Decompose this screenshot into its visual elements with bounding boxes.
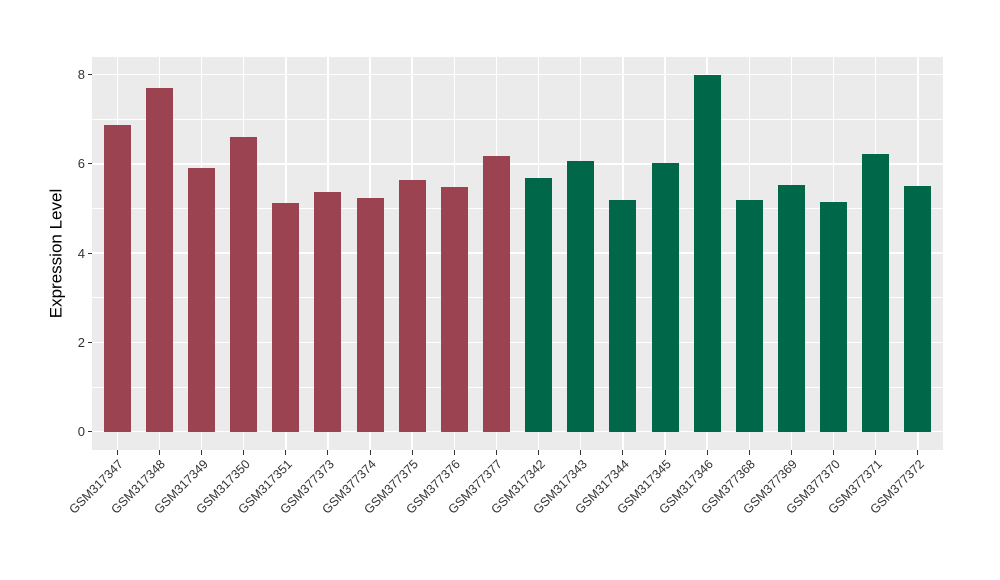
x-tick-mark	[116, 450, 118, 455]
bar-GSM377376	[440, 187, 468, 432]
bar-GSM317350	[230, 136, 258, 432]
minor-gridline	[92, 208, 943, 209]
y-tick-mark	[88, 341, 92, 343]
y-tick-label: 4	[77, 245, 85, 261]
bar-GSM317349	[188, 167, 215, 432]
major-gridline	[92, 430, 943, 433]
x-tick-mark	[327, 450, 329, 455]
y-tick-mark	[88, 73, 92, 75]
bar-GSM377375	[398, 179, 426, 432]
x-tick-mark	[158, 450, 160, 455]
x-tick-mark	[285, 450, 287, 455]
major-gridline	[92, 73, 943, 76]
x-tick-mark	[790, 450, 792, 455]
bar-GSM317348	[145, 87, 173, 432]
major-gridline	[92, 341, 943, 344]
bar-GSM317343	[567, 161, 595, 432]
bar-GSM377372	[904, 185, 932, 432]
minor-gridline	[92, 297, 943, 299]
bar-GSM377374	[356, 198, 384, 432]
major-gridline	[92, 163, 943, 165]
y-tick-label: 2	[77, 334, 85, 350]
bar-GSM377371	[862, 153, 890, 432]
x-tick-mark	[495, 450, 497, 455]
x-tick-mark	[201, 450, 202, 455]
x-tick-mark	[748, 450, 750, 455]
bar-GSM317346	[693, 75, 721, 432]
y-tick-mark	[88, 431, 92, 433]
x-tick-mark	[875, 450, 877, 455]
bar-GSM317345	[651, 162, 679, 432]
x-tick-mark	[538, 450, 540, 455]
bar-GSM317347	[103, 124, 131, 432]
y-tick-mark	[88, 163, 92, 165]
bar-GSM377370	[820, 201, 847, 432]
x-tick-mark	[622, 450, 624, 455]
bar-GSM377368	[735, 199, 763, 432]
x-tick-mark	[453, 450, 455, 455]
x-tick-mark	[833, 450, 834, 455]
plot-panel	[92, 57, 943, 450]
x-tick-mark	[580, 450, 582, 455]
x-tick-mark	[664, 450, 666, 455]
y-tick-label: 0	[77, 424, 85, 440]
x-tick-mark	[706, 450, 708, 455]
bar-GSM317342	[525, 178, 553, 432]
bar-GSM377369	[777, 185, 805, 432]
y-tick-label: 8	[77, 66, 85, 82]
major-gridline	[92, 252, 943, 254]
x-tick-mark	[917, 450, 919, 455]
bar-GSM377377	[482, 155, 510, 432]
minor-gridline	[92, 118, 943, 120]
x-tick-mark	[243, 450, 245, 455]
bar-GSM317351	[272, 202, 300, 432]
bar-GSM317344	[609, 199, 637, 432]
y-tick-label: 6	[77, 156, 85, 172]
y-tick-mark	[88, 252, 92, 254]
bar-GSM377373	[314, 191, 342, 432]
x-tick-mark	[411, 450, 413, 455]
minor-gridline	[92, 386, 943, 388]
x-tick-mark	[369, 450, 371, 455]
